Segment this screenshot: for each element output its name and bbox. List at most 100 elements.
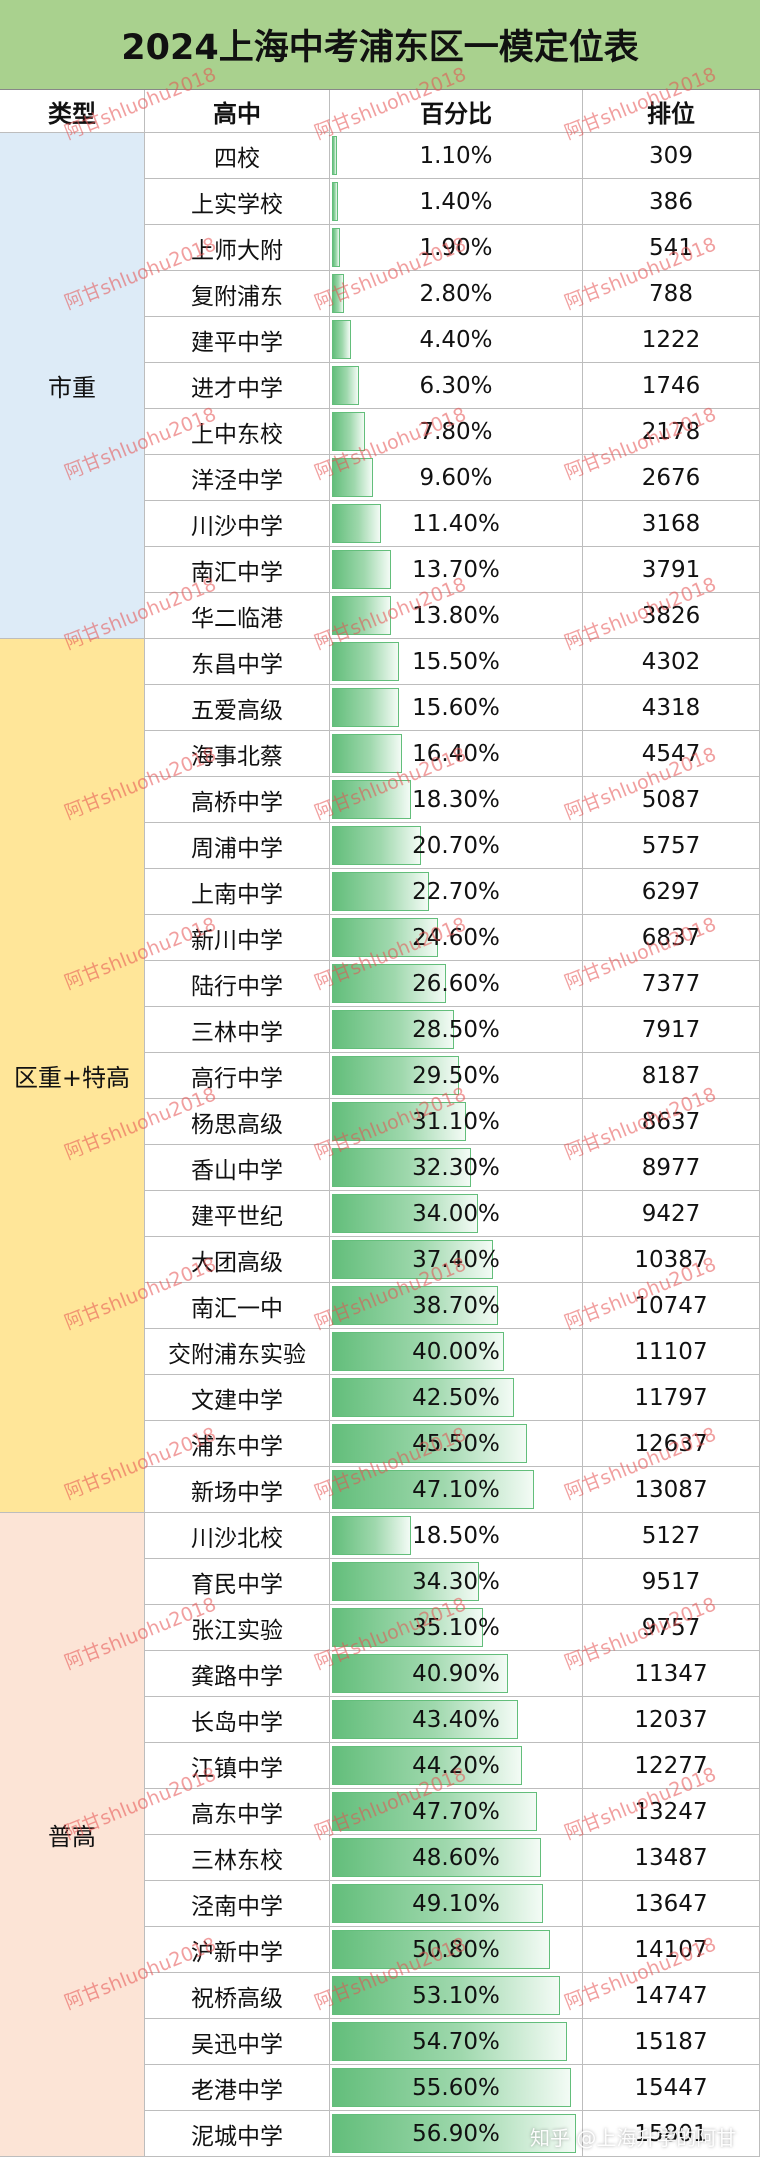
rank-value: 15187	[583, 2019, 760, 2065]
percent-cell: 1.90%	[330, 225, 583, 271]
rank-value: 7377	[583, 961, 760, 1007]
school-name: 浦东中学	[145, 1421, 330, 1467]
rank-value: 4302	[583, 639, 760, 685]
rank-value: 4547	[583, 731, 760, 777]
rank-value: 12277	[583, 1743, 760, 1789]
percent-cell: 18.50%	[330, 1513, 583, 1559]
school-name: 海事北蔡	[145, 731, 330, 777]
percent-value: 54.70%	[412, 2028, 500, 2055]
percent-bar	[332, 872, 430, 911]
percent-value: 26.60%	[412, 970, 500, 997]
school-name: 大团高级	[145, 1237, 330, 1283]
percent-bar	[332, 1516, 412, 1555]
school-name: 南汇中学	[145, 547, 330, 593]
school-name: 育民中学	[145, 1559, 330, 1605]
percent-cell: 7.80%	[330, 409, 583, 455]
percent-value: 47.70%	[412, 1798, 500, 1825]
percent-value: 2.80%	[419, 280, 493, 307]
percent-cell: 6.30%	[330, 363, 583, 409]
school-name: 川沙北校	[145, 1513, 330, 1559]
percent-value: 47.10%	[412, 1476, 500, 1503]
percent-bar	[332, 1884, 543, 1923]
rank-value: 12037	[583, 1697, 760, 1743]
group-cell: 区重+特高	[0, 639, 145, 1513]
percent-bar	[332, 458, 374, 497]
percent-bar	[332, 1148, 471, 1187]
percent-cell: 47.10%	[330, 1467, 583, 1513]
school-name: 长岛中学	[145, 1697, 330, 1743]
school-name: 江镇中学	[145, 1743, 330, 1789]
school-name: 吴迅中学	[145, 2019, 330, 2065]
percent-bar	[332, 1700, 519, 1739]
percent-bar	[332, 366, 360, 405]
school-name: 四校	[145, 133, 330, 179]
percent-value: 56.90%	[412, 2120, 500, 2147]
percent-value: 45.50%	[412, 1430, 500, 1457]
school-name: 泾南中学	[145, 1881, 330, 1927]
rank-value: 10387	[583, 1237, 760, 1283]
rank-value: 6837	[583, 915, 760, 961]
rank-value: 3791	[583, 547, 760, 593]
percent-value: 15.50%	[412, 648, 500, 675]
percent-cell: 22.70%	[330, 869, 583, 915]
percent-bar	[332, 1102, 466, 1141]
percent-cell: 37.40%	[330, 1237, 583, 1283]
school-name: 三林中学	[145, 1007, 330, 1053]
percent-cell: 29.50%	[330, 1053, 583, 1099]
header-type: 类型	[0, 90, 145, 133]
percent-bar	[332, 918, 438, 957]
rank-value: 386	[583, 179, 760, 225]
percent-bar	[332, 1010, 455, 1049]
percent-value: 18.50%	[412, 1522, 500, 1549]
percent-value: 20.70%	[412, 832, 500, 859]
percent-value: 1.90%	[419, 234, 493, 261]
percent-cell: 11.40%	[330, 501, 583, 547]
rank-value: 10747	[583, 1283, 760, 1329]
percent-value: 40.00%	[412, 1338, 500, 1365]
percent-value: 43.40%	[412, 1706, 500, 1733]
percent-value: 50.80%	[412, 1936, 500, 1963]
rank-value: 9427	[583, 1191, 760, 1237]
school-name: 华二临港	[145, 593, 330, 639]
percent-cell: 15.60%	[330, 685, 583, 731]
page-title: 2024上海中考浦东区一模定位表	[0, 0, 760, 90]
rank-value: 11797	[583, 1375, 760, 1421]
rank-value: 309	[583, 133, 760, 179]
percent-cell: 44.20%	[330, 1743, 583, 1789]
percent-cell: 24.60%	[330, 915, 583, 961]
percent-cell: 20.70%	[330, 823, 583, 869]
rank-value: 15447	[583, 2065, 760, 2111]
school-name: 泥城中学	[145, 2111, 330, 2157]
percent-bar	[332, 780, 411, 819]
school-name: 陆行中学	[145, 961, 330, 1007]
percent-cell: 16.40%	[330, 731, 583, 777]
percent-value: 7.80%	[419, 418, 493, 445]
percent-value: 28.50%	[412, 1016, 500, 1043]
school-name: 建平中学	[145, 317, 330, 363]
rank-value: 8977	[583, 1145, 760, 1191]
school-name: 张江实验	[145, 1605, 330, 1651]
percent-value: 34.30%	[412, 1568, 500, 1595]
percent-cell: 2.80%	[330, 271, 583, 317]
rank-value: 8187	[583, 1053, 760, 1099]
percent-cell: 56.90%	[330, 2111, 583, 2157]
percent-bar	[332, 2068, 571, 2107]
percent-bar	[332, 550, 391, 589]
percent-value: 35.10%	[412, 1614, 500, 1641]
percent-bar	[332, 1332, 504, 1371]
school-name: 川沙中学	[145, 501, 330, 547]
rank-value: 11347	[583, 1651, 760, 1697]
school-name: 新川中学	[145, 915, 330, 961]
percent-cell: 13.80%	[330, 593, 583, 639]
rank-value: 13487	[583, 1835, 760, 1881]
rank-value: 12637	[583, 1421, 760, 1467]
percent-value: 49.10%	[412, 1890, 500, 1917]
school-name: 老港中学	[145, 2065, 330, 2111]
header-percent: 百分比	[330, 90, 583, 133]
percent-cell: 4.40%	[330, 317, 583, 363]
rank-value: 1222	[583, 317, 760, 363]
percent-value: 32.30%	[412, 1154, 500, 1181]
school-name: 五爱高级	[145, 685, 330, 731]
percent-bar	[332, 1240, 493, 1279]
percent-value: 18.30%	[412, 786, 500, 813]
